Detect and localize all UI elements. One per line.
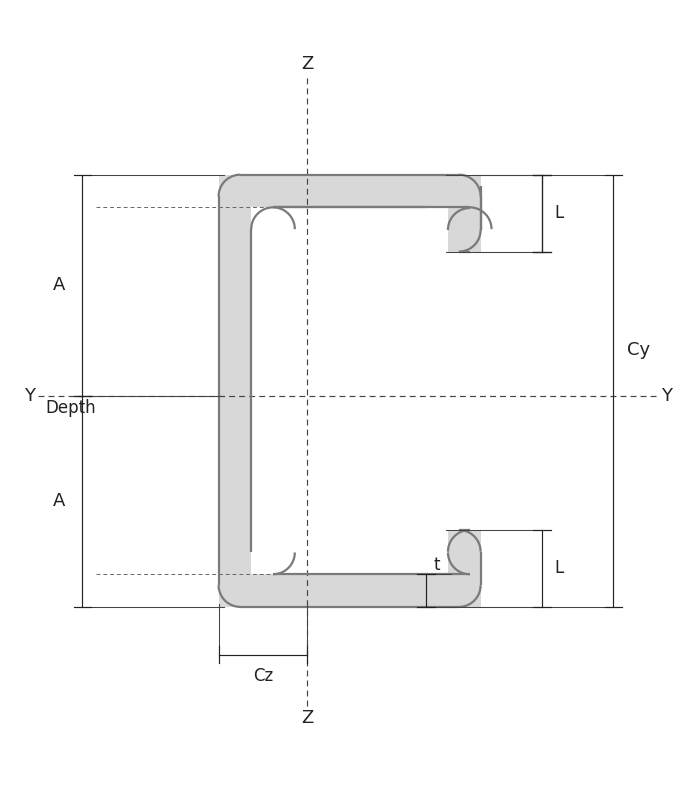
Bar [448, 207, 481, 252]
Text: Cy: Cy [627, 341, 650, 359]
Text: t: t [433, 556, 440, 574]
Bar [218, 575, 481, 607]
Text: Y: Y [24, 387, 35, 405]
Text: Z: Z [301, 55, 313, 72]
Text: A: A [53, 276, 65, 294]
Bar [448, 530, 481, 575]
Text: Depth: Depth [45, 400, 96, 418]
Bar [218, 175, 251, 607]
Text: Z: Z [301, 709, 313, 727]
Text: Y: Y [661, 387, 672, 405]
Text: L: L [554, 204, 564, 222]
Bar [218, 175, 481, 207]
Text: Cz: Cz [253, 666, 273, 685]
Text: L: L [554, 560, 564, 578]
Text: A: A [53, 492, 65, 510]
